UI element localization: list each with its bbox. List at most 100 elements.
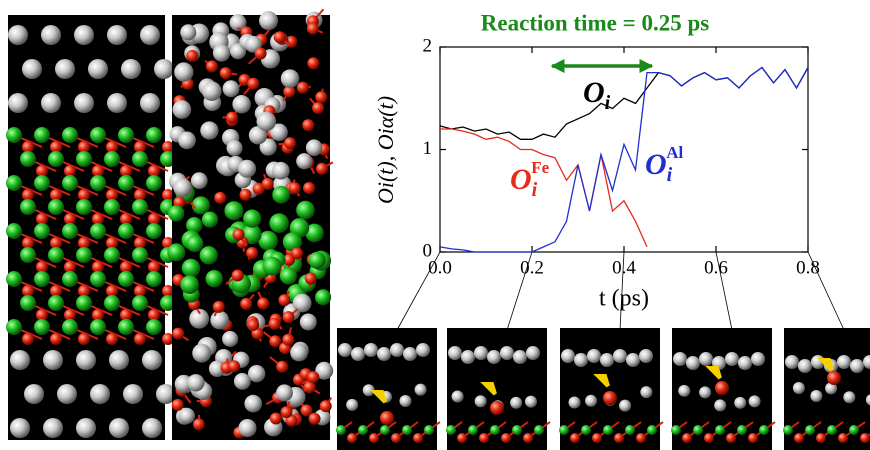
- atom: [414, 383, 427, 396]
- atom: [725, 352, 739, 366]
- x-tick-label: 0.2: [520, 257, 544, 278]
- atom: [686, 356, 700, 370]
- atom: [148, 213, 160, 225]
- atom: [148, 261, 160, 273]
- atom: [50, 237, 62, 249]
- atom: [837, 355, 851, 369]
- atom: [90, 271, 106, 287]
- atom: [636, 433, 646, 443]
- atom: [308, 251, 326, 269]
- y-tick-label: 0: [423, 240, 433, 261]
- series-label-subscript: i: [605, 92, 611, 114]
- atom: [64, 261, 76, 273]
- atom: [146, 319, 162, 335]
- atom: [109, 418, 129, 438]
- atom: [36, 213, 48, 225]
- atom: [336, 425, 346, 435]
- atom: [180, 275, 199, 294]
- atom: [132, 199, 148, 215]
- atom: [262, 256, 282, 276]
- atom: [299, 313, 317, 331]
- chart: Reaction time = 0.25 ps t (ps) Oi(t), Oi…: [373, 10, 845, 331]
- atom: [792, 382, 805, 395]
- atom: [222, 80, 240, 98]
- atom: [448, 346, 462, 360]
- atom: [162, 285, 174, 297]
- atom: [296, 200, 315, 220]
- atom: [231, 269, 244, 282]
- y-tick-label: 1: [423, 138, 433, 159]
- atom: [256, 111, 277, 132]
- series-line: [439, 66, 809, 140]
- atom: [22, 285, 34, 297]
- atom: [34, 319, 50, 335]
- atom: [794, 433, 804, 443]
- atom: [50, 285, 62, 297]
- atom: [78, 141, 90, 153]
- atom: [227, 360, 240, 373]
- atom: [626, 353, 640, 367]
- atom: [850, 359, 864, 373]
- atom: [156, 384, 176, 404]
- atom: [254, 47, 267, 60]
- atom: [303, 381, 316, 394]
- atom: [280, 69, 300, 88]
- atom: [338, 343, 352, 357]
- atom: [232, 228, 245, 241]
- atom: [57, 384, 77, 404]
- atom: [613, 349, 627, 363]
- atom: [748, 395, 761, 408]
- atom: [603, 391, 617, 405]
- atom: [283, 137, 296, 150]
- series-label-symbol: O: [510, 163, 532, 196]
- atom: [6, 127, 22, 143]
- atom: [307, 57, 320, 70]
- atom: [6, 175, 22, 191]
- atom: [78, 285, 90, 297]
- atom: [106, 189, 118, 201]
- atom: [258, 230, 278, 251]
- atom: [619, 399, 632, 412]
- atom: [78, 189, 90, 201]
- atom: [399, 394, 412, 407]
- atom: [167, 243, 186, 262]
- atom: [76, 418, 96, 438]
- atom: [474, 395, 487, 408]
- series-label: Oi Fe: [510, 158, 550, 201]
- atom: [34, 223, 50, 239]
- atom: [785, 355, 799, 369]
- atom: [273, 31, 286, 44]
- atom: [146, 223, 162, 239]
- atom: [134, 237, 146, 249]
- atom: [276, 384, 293, 402]
- series-label-superscript: Fe: [531, 158, 549, 177]
- atom: [838, 433, 848, 443]
- series-label: Oi Al: [645, 143, 684, 186]
- atom: [377, 347, 391, 361]
- atom: [76, 199, 92, 215]
- atom: [490, 401, 504, 415]
- atom: [783, 425, 793, 435]
- atom: [62, 175, 78, 191]
- atom: [90, 319, 106, 335]
- series-label-symbol: O: [645, 148, 667, 181]
- atom: [55, 59, 75, 79]
- atom: [214, 191, 227, 204]
- atom: [581, 425, 591, 435]
- atom: [391, 433, 401, 443]
- atom: [673, 352, 687, 366]
- atom: [208, 360, 226, 377]
- atom: [232, 94, 251, 114]
- atom: [640, 386, 653, 399]
- atom: [243, 209, 262, 228]
- atom: [490, 425, 500, 435]
- atom: [303, 182, 316, 195]
- atom: [603, 425, 613, 435]
- atom: [146, 175, 162, 191]
- atom: [48, 199, 64, 215]
- atom: [174, 62, 194, 82]
- atom: [41, 25, 61, 45]
- atom: [48, 247, 64, 263]
- yellow-arrow: [593, 374, 610, 388]
- atom: [798, 359, 812, 373]
